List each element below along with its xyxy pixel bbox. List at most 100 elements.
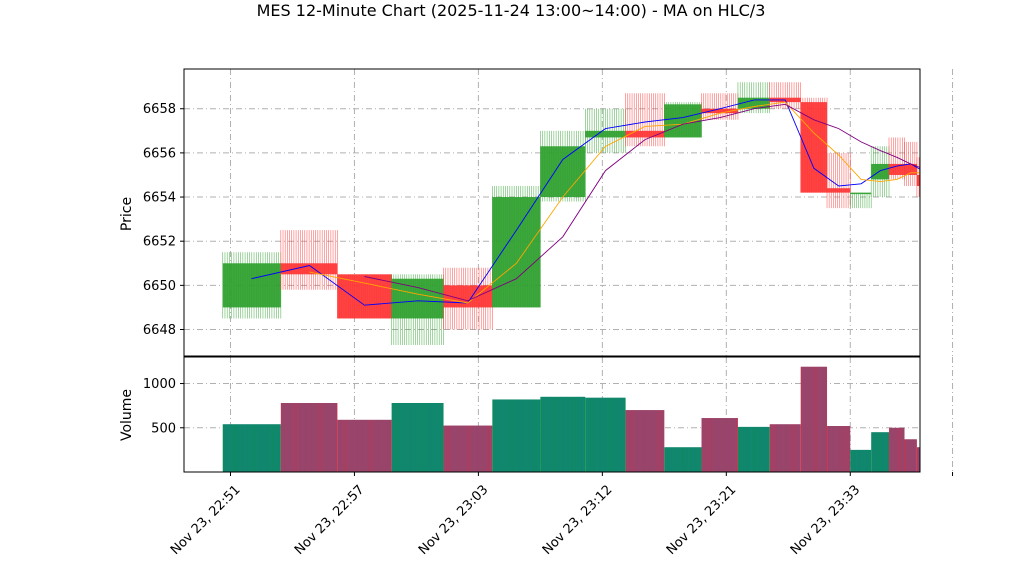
price-tick-label: 6648 (143, 323, 176, 338)
price-tick-label: 6650 (143, 279, 176, 294)
volume-bar (937, 455, 944, 472)
price-y-axis-label: Price (119, 197, 135, 231)
candle-up (391, 274, 444, 345)
price-tick-label: 6656 (143, 146, 176, 161)
volume-bar-fill (664, 447, 702, 472)
volume-bar (280, 403, 338, 472)
chart-title: MES 12-Minute Chart (2025-11-24 13:00~14… (256, 1, 766, 20)
candle-up (849, 192, 872, 209)
volume-bar (871, 432, 890, 472)
candle-body (492, 197, 541, 308)
candle-body (949, 135, 953, 148)
volume-bar (737, 426, 770, 472)
candle-body (737, 97, 770, 109)
candle-down (701, 93, 739, 120)
candle-body (937, 142, 944, 164)
price-grid (184, 69, 954, 356)
candle-body (337, 274, 392, 319)
candle-down (443, 267, 493, 330)
volume-bar-fill (937, 455, 944, 472)
volume-bar (625, 410, 665, 472)
candle-body (889, 163, 905, 175)
volume-y-ticks: 500 1000 (143, 377, 184, 436)
volume-bar-fill (889, 427, 905, 472)
x-tick-label: Nov 23, 23:03 (416, 482, 492, 558)
candle-down (949, 131, 953, 153)
candle-down (280, 230, 338, 290)
volume-bar (916, 447, 920, 472)
candle-up (928, 153, 937, 193)
candle-down (888, 137, 905, 180)
price-candles (222, 82, 953, 345)
volume-bar (904, 439, 917, 472)
candle-body (664, 104, 702, 138)
candle-body (391, 278, 444, 319)
volume-bar-fill (916, 447, 920, 472)
volume-tick-label: 1000 (143, 377, 176, 392)
volume-bar (850, 449, 872, 472)
candle-body (540, 146, 586, 198)
candle-body (443, 285, 493, 308)
volume-tick-label: 500 (151, 421, 176, 436)
volume-bar (337, 419, 392, 472)
candle-body (701, 108, 738, 114)
candle-up (492, 186, 541, 308)
price-y-ticks: 6648 6650 6652 6654 6656 6658 (143, 102, 184, 338)
ma-mid-line (309, 101, 920, 304)
price-tick-label: 6658 (143, 102, 176, 117)
candle-up (937, 131, 944, 171)
volume-bar (800, 366, 828, 472)
candle-body (871, 163, 890, 180)
candle-body (222, 263, 281, 308)
candle-up (585, 108, 626, 153)
candle-down (826, 152, 851, 209)
candle-body (585, 130, 626, 138)
x-tick-label: Nov 23, 23:21 (664, 482, 740, 558)
price-tick-label: 6654 (143, 191, 176, 206)
candle-body (904, 163, 917, 175)
volume-bar (928, 442, 937, 472)
volume-bar (492, 399, 541, 472)
candle-down (625, 93, 665, 147)
volume-bar-fill (701, 418, 738, 472)
volume-bar (585, 397, 626, 472)
volume-bar (701, 418, 738, 472)
candle-body (850, 192, 872, 195)
volume-bar (889, 427, 905, 472)
x-tick-label: Nov 23, 22:57 (292, 482, 368, 558)
volume-bar (949, 444, 953, 472)
volume-y-axis-label: Volume (119, 389, 135, 441)
candle-down (800, 97, 828, 193)
candle-up (664, 102, 702, 138)
x-tick-label: Nov 23, 22:51 (168, 482, 244, 558)
volume-bar (222, 424, 281, 472)
x-tick-label: Nov 23, 23:12 (540, 482, 616, 558)
candle-body (827, 188, 851, 193)
moving-averages (251, 99, 920, 306)
x-tick-label: Nov 23, 23:33 (788, 482, 864, 558)
volume-bar (944, 454, 949, 472)
volume-bar (827, 426, 851, 472)
volume-bar (769, 424, 801, 472)
candle-body (944, 135, 949, 142)
volume-bar-fill (337, 419, 392, 472)
candle-body (928, 164, 937, 193)
volume-bar-fill (944, 454, 949, 472)
volume-bar (443, 425, 493, 472)
candle-down (337, 274, 392, 319)
volume-bar (664, 447, 702, 472)
candle-up (540, 130, 586, 202)
candle-body (625, 130, 665, 138)
candle-body (280, 263, 338, 275)
volume-panel-frame (183, 356, 921, 473)
volume-bar-fill (949, 444, 953, 472)
volume-bar (540, 396, 586, 472)
price-tick-label: 6652 (143, 235, 176, 250)
x-ticks: Nov 23, 22:51 Nov 23, 22:57 Nov 23, 23:03 N… (168, 472, 954, 558)
price-panel-frame (183, 68, 921, 357)
volume-bar (391, 403, 444, 472)
ma-fast-line (251, 99, 920, 306)
candle-up (944, 126, 949, 152)
candle-body (916, 174, 920, 187)
